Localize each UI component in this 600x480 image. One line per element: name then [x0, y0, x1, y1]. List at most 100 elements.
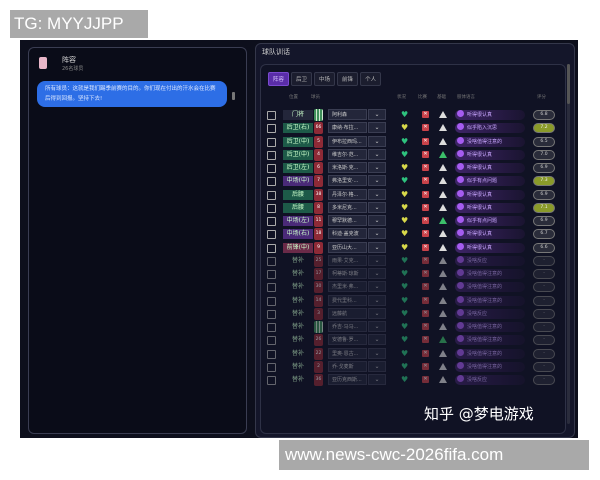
triangle-icon: [439, 349, 447, 357]
chevron-down-icon[interactable]: ⌄: [368, 109, 386, 120]
player-name[interactable]: 亚历山大...: [328, 241, 367, 253]
panel-scrollbar[interactable]: [567, 64, 570, 424]
heart-icon: ♥: [401, 335, 409, 345]
chevron-down-icon[interactable]: ⌄: [368, 307, 386, 319]
chevron-down-icon[interactable]: ⌄: [368, 162, 386, 173]
jersey-icon: 38: [314, 188, 323, 201]
position-label: 替补: [291, 283, 304, 291]
chevron-down-icon[interactable]: ⌄: [368, 254, 386, 266]
chevron-down-icon[interactable]: ⌄: [368, 175, 386, 187]
chevron-down-icon[interactable]: ⌄: [368, 347, 386, 359]
player-name[interactable]: 维吉尔·范...: [328, 148, 367, 160]
player-checkbox[interactable]: [267, 323, 276, 332]
player-checkbox[interactable]: [267, 336, 276, 346]
player-checkbox[interactable]: [267, 296, 276, 306]
tab-forwards[interactable]: 前锋: [337, 72, 359, 86]
tab-defenders[interactable]: 后卫: [291, 72, 313, 86]
body-language-badge: 没啥值得注意的: [455, 322, 525, 332]
player-checkbox[interactable]: [267, 137, 276, 147]
chevron-down-icon[interactable]: ⌄: [368, 201, 386, 213]
rating-badge: 6.8: [533, 110, 555, 120]
body-language-badge: 没啥值得注意的: [455, 282, 525, 293]
chevron-down-icon[interactable]: ⌄: [368, 135, 386, 147]
player-checkbox[interactable]: [267, 243, 276, 253]
rating-badge: 6.6: [533, 242, 555, 253]
player-checkbox[interactable]: [267, 150, 276, 160]
chevron-down-icon[interactable]: ⌄: [368, 241, 386, 253]
player-checkbox[interactable]: [267, 190, 276, 200]
player-name[interactable]: 丹泽尔·格...: [328, 188, 367, 200]
player-name[interactable]: 乔吉·马马...: [328, 321, 367, 332]
player-name[interactable]: 米洛斯·克...: [328, 162, 367, 173]
player-checkbox[interactable]: [267, 362, 276, 372]
position-label: 替补: [291, 336, 304, 344]
chevron-down-icon[interactable]: ⌄: [368, 122, 386, 134]
rating-badge: 6.9: [533, 189, 555, 200]
player-name[interactable]: 伊布拉西玛...: [328, 135, 367, 147]
player-checkbox[interactable]: [267, 349, 276, 359]
player-checkbox[interactable]: [267, 283, 276, 293]
player-checkbox[interactable]: [267, 230, 276, 240]
chat-scrollbar[interactable]: [232, 92, 235, 100]
table-row: 替补 22 里奥·恩古... ⌄ ♥ ✕ 没啥值得注意的 -: [261, 347, 561, 360]
player-checkbox[interactable]: [267, 203, 276, 213]
body-language-text: 没啥值得注意的: [467, 324, 503, 330]
player-checkbox[interactable]: [267, 111, 276, 120]
player-checkbox[interactable]: [267, 164, 276, 173]
player-checkbox[interactable]: [267, 270, 276, 279]
player-checkbox[interactable]: [267, 217, 276, 226]
chevron-down-icon[interactable]: ⌄: [368, 294, 386, 306]
player-name[interactable]: 柯蒂斯·琼斯: [328, 268, 367, 279]
rating-badge: -: [533, 282, 555, 293]
body-language-text: 没啥反应: [467, 310, 488, 317]
player-name[interactable]: 远藤航: [328, 307, 367, 319]
player-checkbox[interactable]: [267, 376, 276, 385]
player-checkbox[interactable]: [267, 177, 276, 187]
mood-icon: [457, 335, 464, 343]
chevron-down-icon[interactable]: ⌄: [368, 215, 386, 226]
body-language-text: 没啥反应: [467, 257, 488, 264]
player-checkbox[interactable]: [267, 124, 276, 134]
player-name[interactable]: 多米尼克...: [328, 201, 367, 213]
match-x-icon: ✕: [422, 309, 429, 317]
chevron-down-icon[interactable]: ⌄: [368, 374, 386, 385]
heart-icon: ♥: [401, 149, 409, 159]
jersey-icon: [314, 321, 323, 333]
chevron-down-icon[interactable]: ⌄: [368, 281, 386, 293]
jersey-icon: 17: [314, 268, 323, 280]
scroll-thumb[interactable]: [567, 64, 570, 104]
chevron-down-icon[interactable]: ⌄: [368, 321, 386, 332]
tg-label: TG: MYYJJPP: [10, 10, 148, 38]
chevron-down-icon[interactable]: ⌄: [368, 268, 386, 279]
chevron-down-icon[interactable]: ⌄: [368, 228, 386, 240]
player-name[interactable]: 里奥·恩古...: [328, 347, 367, 359]
player-name[interactable]: 乔·戈麦斯: [328, 360, 367, 372]
tab-individual[interactable]: 个人: [360, 72, 382, 86]
tab-midfielders[interactable]: 中场: [314, 72, 336, 86]
jersey-icon: 25: [314, 254, 323, 267]
player-checkbox[interactable]: [267, 309, 276, 319]
chevron-down-icon[interactable]: ⌄: [368, 188, 386, 200]
player-name[interactable]: 阿利森: [328, 109, 367, 120]
chevron-down-icon[interactable]: ⌄: [368, 334, 386, 346]
body-language-text: 听得很认真: [467, 151, 493, 158]
player-name[interactable]: 雨果·艾克...: [328, 254, 367, 266]
player-name[interactable]: 杰里米·弗...: [328, 281, 367, 293]
player-checkbox[interactable]: [267, 256, 276, 266]
tab-squad[interactable]: 阵容: [268, 72, 290, 86]
chevron-down-icon[interactable]: ⌄: [368, 360, 386, 372]
player-name[interactable]: 费代里科...: [328, 294, 367, 306]
player-name[interactable]: 弗洛里安·...: [328, 175, 367, 187]
chevron-down-icon[interactable]: ⌄: [368, 148, 386, 160]
rating-badge: -: [533, 255, 555, 266]
player-name[interactable]: 科迪·盖克波: [328, 228, 367, 240]
body-language-badge: 没啥值得注意的: [455, 269, 525, 279]
triangle-icon: [439, 336, 447, 344]
match-x-icon: ✕: [422, 243, 429, 251]
player-name[interactable]: 穆罕默德...: [328, 215, 367, 226]
player-name[interactable]: 亚历克西斯...: [328, 374, 367, 385]
mood-icon: [457, 308, 464, 316]
player-name[interactable]: 康纳·布拉...: [328, 122, 367, 134]
table-row: 后卫(左) 6 米洛斯·克... ⌄ ♥ ✕ 听得很认真 6.9: [261, 162, 561, 174]
player-name[interactable]: 安德鲁·罗...: [328, 334, 367, 346]
